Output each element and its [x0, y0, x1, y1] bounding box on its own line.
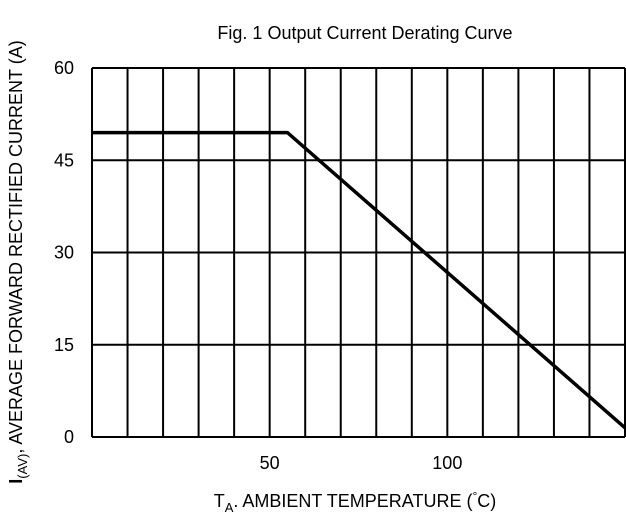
y-axis-label-text: , AVERAGE FORWARD RECTIFIED CURRENT (A): [6, 40, 26, 453]
series-layer: [92, 130, 626, 430]
y-tick-label: 15: [54, 335, 74, 355]
y-tick-label: 45: [54, 150, 74, 170]
y-tick-label: 0: [64, 427, 74, 447]
x-axis-label-main: T: [214, 491, 225, 511]
x-axis-label-text: . AMBIENT TEMPERATURE (: [233, 491, 472, 511]
tick-labels: 0 15 30 45 60 50 100: [54, 58, 462, 473]
x-tick-label: 50: [260, 453, 280, 473]
x-axis-label: TA. AMBIENT TEMPERATURE (°C): [214, 489, 497, 515]
x-axis-label-subscript: A: [225, 500, 234, 515]
y-axis-label-main: I: [6, 479, 26, 484]
x-axis-label-degree: °: [472, 489, 477, 503]
y-axis-label: I(AV), AVERAGE FORWARD RECTIFIED CURRENT…: [6, 40, 30, 483]
derating-curve: [92, 130, 626, 430]
y-axis-label-subscript: (AV): [15, 454, 30, 479]
x-tick-label: 100: [432, 453, 462, 473]
grid: [91, 67, 626, 438]
y-tick-label: 60: [54, 58, 74, 78]
chart-title: Fig. 1 Output Current Derating Curve: [217, 23, 512, 43]
y-tick-label: 30: [54, 243, 74, 263]
x-axis-label-unit: C): [477, 491, 496, 511]
